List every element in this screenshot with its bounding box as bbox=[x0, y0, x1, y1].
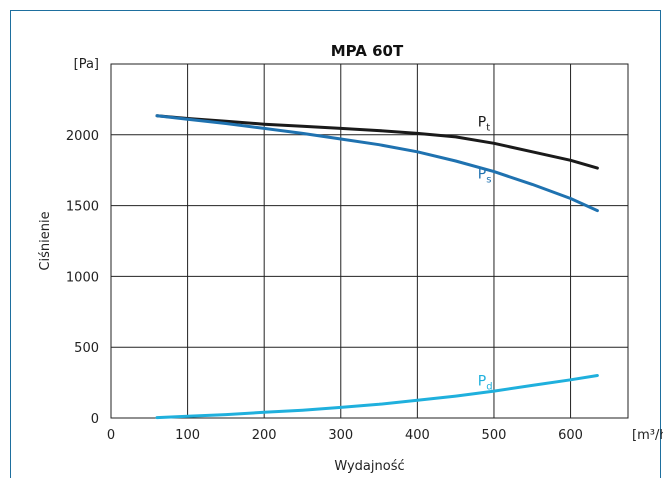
labels: Pt Ps Pd bbox=[478, 114, 493, 392]
x-tick-label: 600 bbox=[558, 428, 583, 443]
y-tick-label: 500 bbox=[74, 341, 99, 356]
y-tick-label: 1000 bbox=[66, 270, 99, 285]
series-line-pt bbox=[155, 114, 599, 170]
x-tick-label: 200 bbox=[252, 428, 277, 443]
x-tick-label: 0 bbox=[107, 428, 115, 443]
x-tick-label: 500 bbox=[482, 428, 507, 443]
y-tick-label: 1500 bbox=[66, 200, 99, 215]
plot-area-border bbox=[110, 63, 629, 419]
series-layer bbox=[155, 114, 599, 420]
grid bbox=[110, 63, 629, 419]
axes: 0 100 200 300 400 500 600 0 500 1000 1500 2000 [Pa] [… bbox=[38, 57, 663, 474]
series-label-ps: Ps bbox=[478, 167, 492, 186]
chart-title: MPA 60T bbox=[331, 42, 404, 60]
chart-frame bbox=[10, 10, 661, 478]
series-label-pt: Pt bbox=[478, 114, 490, 133]
x-tick-label: 300 bbox=[328, 428, 353, 443]
series-line-pd bbox=[155, 374, 599, 420]
y-tick-label: 0 bbox=[91, 412, 99, 427]
x-unit-label: [m³/h] bbox=[632, 428, 663, 443]
x-tick-label: 400 bbox=[405, 428, 430, 443]
x-tick-label: 100 bbox=[175, 428, 200, 443]
y-unit-label: [Pa] bbox=[74, 57, 99, 72]
x-axis-title: Wydajność bbox=[334, 459, 404, 474]
y-tick-label: 2000 bbox=[66, 129, 99, 144]
series-line-ps bbox=[155, 114, 599, 213]
y-axis-title: Ciśnienie bbox=[38, 211, 53, 270]
series-label-pd: Pd bbox=[478, 373, 493, 392]
